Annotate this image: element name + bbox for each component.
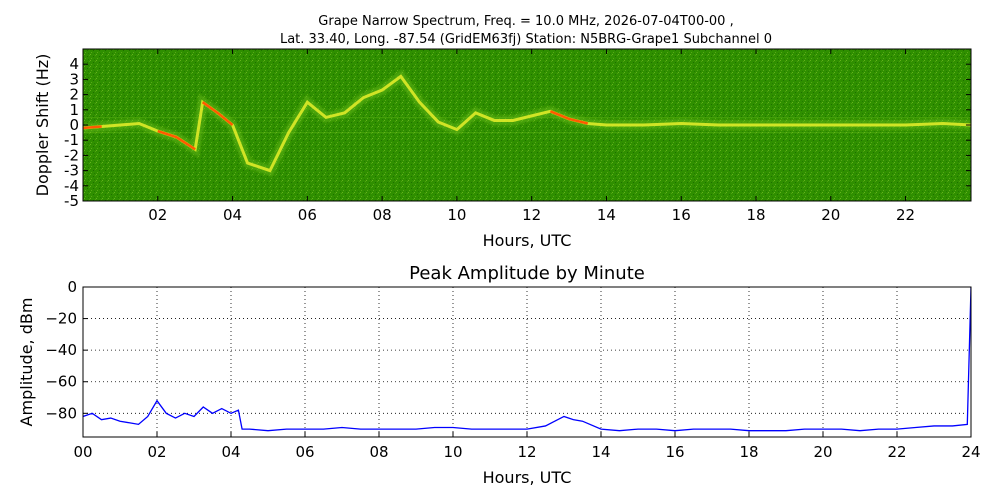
spectrogram-y-tick-label: -3 [64, 162, 79, 180]
amplitude-y-tick-label: −60 [45, 373, 77, 391]
spectrogram-y-tick-label: -1 [64, 131, 79, 149]
amplitude-plot-area [83, 287, 971, 437]
spectrogram-y-tick-label: 4 [69, 55, 79, 73]
amplitude-y-tick-label: −20 [45, 310, 77, 328]
amplitude-title: Peak Amplitude by Minute [409, 263, 645, 284]
spectrogram-x-tick-label: 16 [672, 206, 691, 224]
amplitude-x-tick-label: 20 [813, 443, 832, 461]
figure-title-line2: Lat. 33.40, Long. -87.54 (GridEM63fj) St… [280, 32, 772, 47]
spectrogram-x-tick-label: 04 [223, 206, 242, 224]
spectrogram-x-tick-label: 10 [447, 206, 466, 224]
amplitude-x-tick-label: 24 [961, 443, 980, 461]
spectrogram-trace-strong [201, 101, 234, 126]
spectrogram-x-tick-label: 22 [896, 206, 915, 224]
amplitude-x-tick-label: 04 [221, 443, 240, 461]
amplitude-x-tick-label: 00 [73, 443, 92, 461]
amplitude-x-tick-label: 18 [739, 443, 758, 461]
spectrogram-x-tick-label: 08 [373, 206, 392, 224]
spectrogram-y-tick-label: 2 [69, 86, 79, 104]
spectrogram-x-ticks: 02 04 06 08 10 12 14 16 18 20 22 [148, 49, 915, 224]
spectrogram-y-tick-label: -5 [64, 192, 79, 210]
spectrogram-x-tick-label: 14 [597, 206, 616, 224]
amplitude-y-label: Amplitude, dBm [17, 298, 36, 427]
spectrogram-x-tick-label: 20 [821, 206, 840, 224]
spectrogram-x-label: Hours, UTC [483, 231, 572, 250]
spectrogram-x-tick-label: 18 [746, 206, 765, 224]
amplitude-x-tick-label: 02 [147, 443, 166, 461]
spectrogram-x-tick-label: 12 [522, 206, 541, 224]
spectrogram-x-tick-label: 06 [298, 206, 317, 224]
amplitude-x-ticks: 00 02 04 06 08 10 12 14 16 18 20 22 24 [73, 432, 981, 461]
spectrogram-y-label: Doppler Shift (Hz) [33, 54, 52, 197]
amplitude-series-line [83, 287, 971, 432]
amplitude-x-tick-label: 12 [517, 443, 536, 461]
spectrogram-trace-strong [157, 129, 196, 151]
amplitude-x-tick-label: 06 [295, 443, 314, 461]
amplitude-y-tick-label: 0 [67, 278, 77, 296]
amplitude-x-tick-label: 22 [887, 443, 906, 461]
amplitude-x-tick-label: 14 [591, 443, 610, 461]
spectrogram-x-tick-label: 02 [148, 206, 167, 224]
amplitude-x-label: Hours, UTC [483, 468, 572, 487]
spectrogram-y-tick-label: 1 [69, 101, 79, 119]
spectrogram-trace-strong [83, 125, 102, 130]
amplitude-y-tick-label: −80 [45, 404, 77, 422]
spectrogram-signal [83, 69, 971, 177]
spectrogram-y-tick-label: 3 [69, 70, 79, 88]
amplitude-x-tick-label: 16 [665, 443, 684, 461]
amplitude-x-tick-label: 08 [369, 443, 388, 461]
spectrogram-y-tick-label: 0 [69, 116, 79, 134]
amplitude-y-tick-label: −40 [45, 341, 77, 359]
figure-title-line1: Grape Narrow Spectrum, Freq. = 10.0 MHz,… [318, 14, 733, 29]
amplitude-x-tick-label: 10 [443, 443, 462, 461]
amplitude-y-ticks: 0 −20 −40 −60 −80 [45, 278, 88, 422]
amplitude-panel: Peak Amplitude by Minute 00 02 04 06 08 10 12 1… [17, 263, 981, 487]
amplitude-grid [83, 287, 971, 437]
spectrogram-y-tick-label: -2 [64, 146, 79, 164]
spectrogram-trace-strong [549, 110, 589, 125]
spectrogram-trace [83, 74, 971, 173]
spectrogram-y-tick-label: -4 [64, 177, 79, 195]
